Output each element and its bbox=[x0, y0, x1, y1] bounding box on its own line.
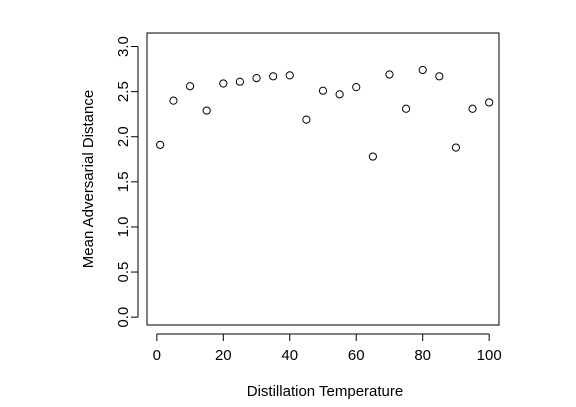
points-group bbox=[156, 65, 494, 161]
data-point bbox=[169, 96, 178, 105]
data-point bbox=[235, 77, 245, 86]
data-point bbox=[451, 143, 461, 152]
data-point bbox=[156, 140, 165, 149]
axes-group: 0 20 40 60 80 100 0.0 0.5 1.0 1.5 2.0 2.5 3.0 bbox=[115, 36, 502, 364]
data-point bbox=[352, 83, 361, 92]
data-point bbox=[418, 65, 427, 75]
y-tick-label: 2.0 bbox=[115, 126, 132, 147]
x-tick-label: 40 bbox=[281, 347, 298, 364]
data-point bbox=[302, 115, 311, 124]
plot-frame bbox=[146, 32, 500, 326]
data-point bbox=[335, 90, 344, 99]
data-point bbox=[219, 79, 228, 88]
x-tick-label: 0 bbox=[153, 347, 161, 364]
data-point bbox=[468, 104, 477, 113]
data-point bbox=[269, 72, 278, 81]
data-point bbox=[435, 72, 444, 81]
y-tick-label: 2.5 bbox=[115, 81, 132, 102]
x-tick-label: 100 bbox=[477, 347, 502, 364]
plot-area bbox=[146, 32, 500, 326]
x-tick-label: 20 bbox=[215, 347, 232, 364]
data-point bbox=[385, 70, 394, 79]
data-point bbox=[185, 82, 195, 91]
data-point bbox=[285, 71, 294, 80]
y-axis-label: Mean Adversarial Distance bbox=[80, 90, 97, 268]
data-point bbox=[485, 98, 494, 107]
y-tick-label: 0.5 bbox=[115, 262, 132, 283]
data-point bbox=[318, 86, 328, 95]
data-point bbox=[202, 106, 211, 115]
data-point bbox=[252, 74, 261, 83]
x-tick-label: 80 bbox=[414, 347, 431, 364]
data-point bbox=[368, 152, 377, 161]
y-tick-label: 3.0 bbox=[115, 36, 132, 57]
y-tick-label: 0.0 bbox=[115, 307, 132, 328]
data-point bbox=[401, 104, 411, 113]
y-tick-label: 1.0 bbox=[115, 217, 132, 238]
x-tick-label: 60 bbox=[348, 347, 365, 364]
y-tick-label: 1.5 bbox=[115, 171, 132, 192]
x-axis-label: Distillation Temperature bbox=[247, 383, 403, 400]
